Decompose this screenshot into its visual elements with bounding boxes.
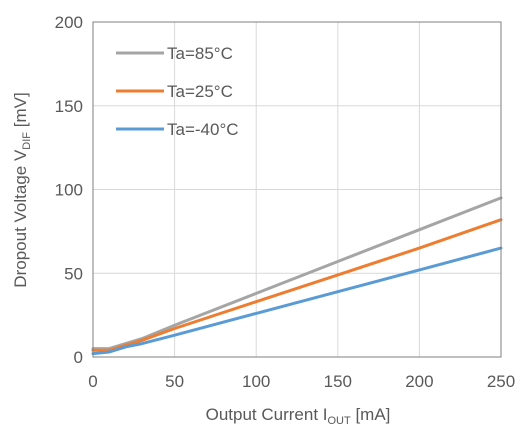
plot-area-border <box>92 21 502 358</box>
legend-label: Ta=85°C <box>167 44 233 63</box>
x-tick-label: 200 <box>405 372 433 391</box>
x-tick-label: 0 <box>88 372 97 391</box>
y-tick-label: 150 <box>55 97 83 116</box>
x-axis-ticks: 0 50 100 150 200 250 <box>88 372 515 391</box>
y-axis-title: Dropout Voltage VDIF [mV] <box>11 92 33 287</box>
x-tick-label: 250 <box>487 372 515 391</box>
y-tick-label: 200 <box>55 13 83 32</box>
legend-label: Ta=25°C <box>167 82 233 101</box>
y-tick-label: 50 <box>64 264 83 283</box>
y-tick-label: 100 <box>55 181 83 200</box>
series-line <box>91 246 503 356</box>
legend-label: Ta=-40°C <box>167 120 239 139</box>
grid-lines <box>92 21 502 358</box>
series-lines <box>91 196 503 356</box>
x-tick-label: 150 <box>324 372 352 391</box>
y-tick-label: 0 <box>74 348 83 367</box>
y-axis-ticks: 0 50 100 150 200 <box>55 13 83 367</box>
series-line <box>91 218 503 352</box>
x-tick-label: 100 <box>242 372 270 391</box>
x-tick-label: 50 <box>165 372 184 391</box>
x-axis-title: Output Current IOUT [mA] <box>206 405 391 427</box>
series-line <box>91 196 503 351</box>
legend: Ta=85°C Ta=25°C Ta=-40°C <box>116 44 239 139</box>
